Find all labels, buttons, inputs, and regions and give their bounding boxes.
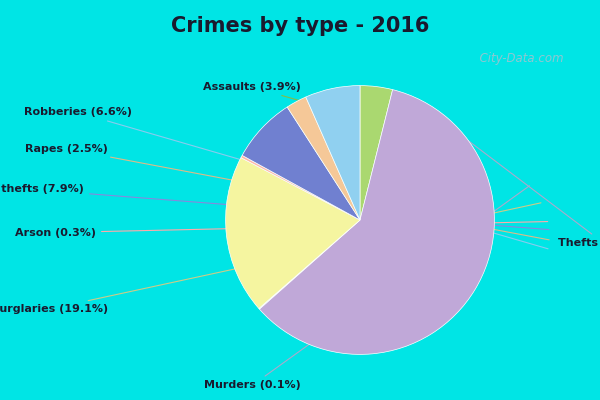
Text: Crimes by type - 2016: Crimes by type - 2016 <box>171 16 429 36</box>
Text: Assaults (3.9%): Assaults (3.9%) <box>203 82 364 119</box>
Wedge shape <box>360 86 392 220</box>
Wedge shape <box>259 220 360 309</box>
Text: Robberies (6.6%): Robberies (6.6%) <box>24 108 548 249</box>
Text: City-Data.com: City-Data.com <box>472 52 564 65</box>
Text: Arson (0.3%): Arson (0.3%) <box>15 222 548 238</box>
Wedge shape <box>259 90 494 354</box>
Text: Rapes (2.5%): Rapes (2.5%) <box>25 144 549 240</box>
Text: Burglaries (19.1%): Burglaries (19.1%) <box>0 203 541 314</box>
Text: Thefts (59.5%): Thefts (59.5%) <box>469 141 600 248</box>
Wedge shape <box>242 107 360 220</box>
Wedge shape <box>287 97 360 220</box>
Text: Auto thefts (7.9%): Auto thefts (7.9%) <box>0 184 549 230</box>
Wedge shape <box>241 155 360 220</box>
Text: Murders (0.1%): Murders (0.1%) <box>203 186 529 390</box>
Wedge shape <box>226 158 360 308</box>
Wedge shape <box>306 86 360 220</box>
